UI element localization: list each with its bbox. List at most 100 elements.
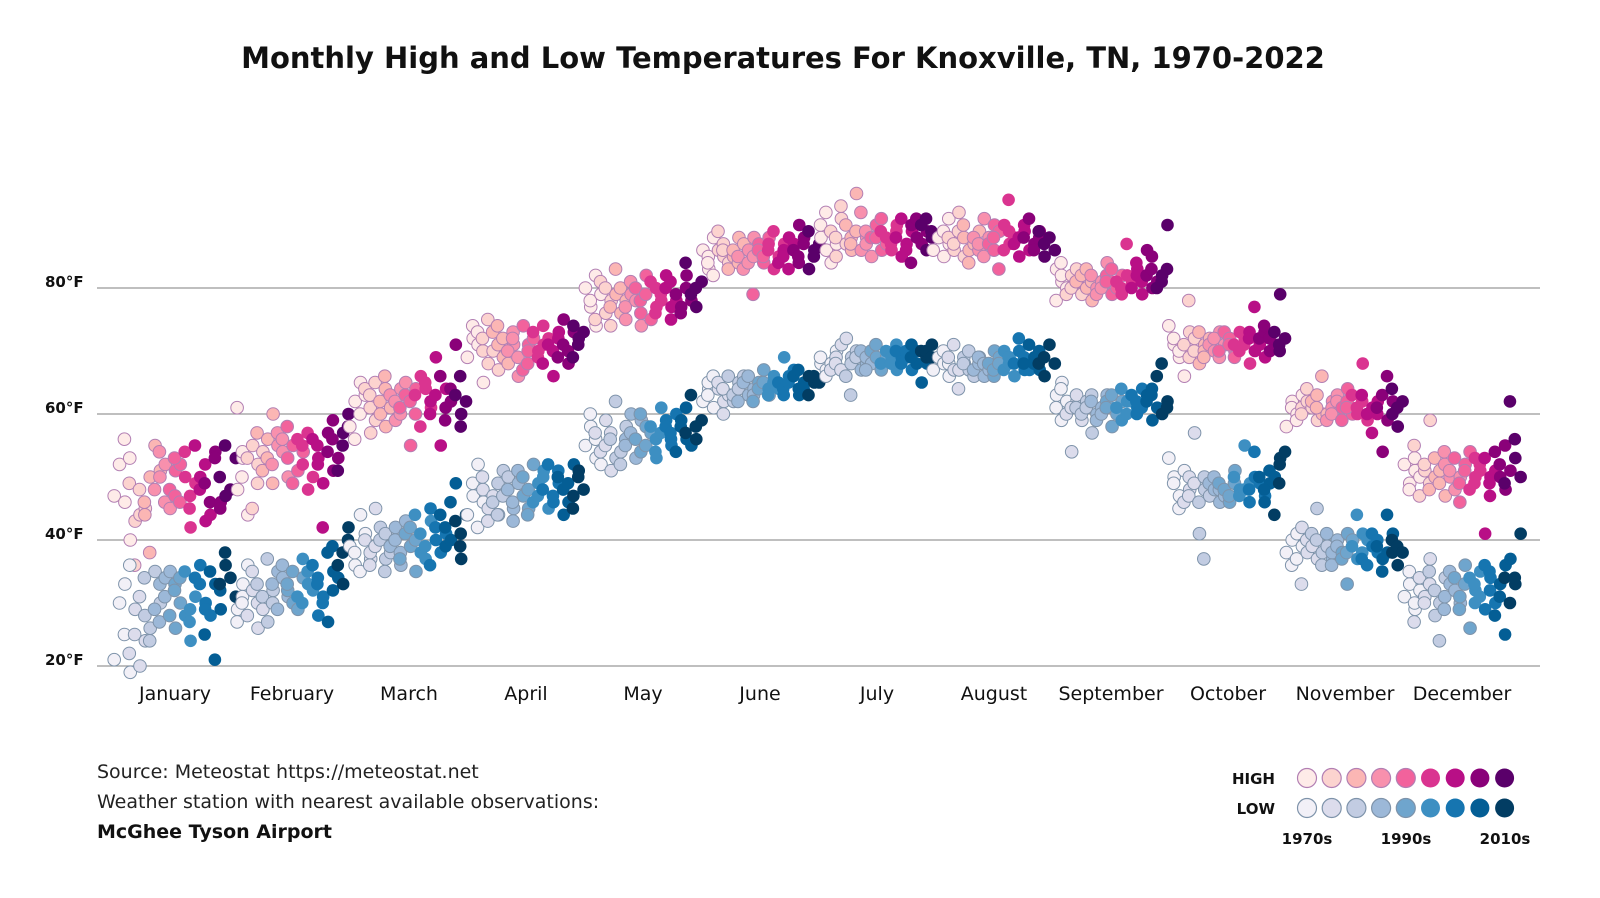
high-point: [1242, 332, 1256, 345]
low-point: [946, 337, 961, 352]
low-point: [628, 432, 643, 447]
high-point: [1508, 451, 1522, 465]
low-point: [1437, 602, 1452, 617]
low-point: [118, 577, 132, 591]
high-point: [235, 470, 249, 484]
high-point: [266, 407, 280, 421]
high-point: [664, 275, 677, 289]
high-point: [295, 439, 309, 452]
high-point: [1027, 243, 1041, 257]
high-point: [1022, 212, 1036, 225]
high-point: [926, 243, 941, 257]
high-point: [112, 457, 127, 472]
low-point: [214, 603, 228, 616]
low-point: [516, 470, 530, 484]
low-point: [208, 653, 222, 666]
low-point: [536, 470, 550, 484]
low-point: [689, 432, 703, 446]
low-point: [444, 533, 458, 547]
low-point: [1463, 621, 1477, 636]
low-point: [536, 483, 550, 496]
x-tick-label: December: [1413, 683, 1512, 705]
x-tick-label: September: [1058, 683, 1163, 705]
low-point: [454, 552, 468, 566]
low-point: [746, 394, 760, 409]
low-point: [260, 615, 275, 629]
low-point: [1370, 540, 1384, 553]
legend: HIGH LOW 1970s 1990s 2010s: [1232, 767, 1530, 848]
high-point: [583, 293, 598, 308]
low-point: [148, 564, 162, 579]
high-point: [638, 287, 653, 302]
low-point: [603, 432, 618, 447]
high-point: [316, 477, 330, 490]
high-point: [1294, 407, 1309, 421]
high-point: [1493, 458, 1507, 471]
high-point: [1468, 477, 1481, 490]
low-point: [1402, 564, 1417, 579]
high-point: [618, 312, 633, 327]
high-point: [792, 218, 806, 232]
high-point: [245, 501, 259, 516]
high-point: [408, 388, 422, 402]
high-point: [1212, 344, 1226, 358]
high-point: [977, 211, 992, 226]
high-point: [1310, 388, 1324, 402]
high-point: [132, 482, 147, 497]
high-point: [1514, 470, 1527, 484]
high-point: [1397, 457, 1412, 472]
low-point: [1252, 470, 1266, 484]
low-point: [1473, 590, 1487, 603]
low-point: [608, 394, 623, 409]
low-point: [122, 558, 137, 573]
high-point: [418, 376, 432, 389]
low-point: [184, 634, 197, 648]
high-point: [899, 243, 913, 257]
y-tick-label: 40°F: [45, 525, 84, 543]
high-point: [414, 420, 427, 433]
high-point: [679, 256, 692, 270]
low-point: [1166, 476, 1181, 491]
low-point: [526, 457, 541, 472]
data-points: [107, 186, 1527, 680]
high-point: [1048, 243, 1062, 257]
high-point: [122, 451, 137, 465]
low-point: [1360, 558, 1374, 572]
low-point: [1243, 495, 1256, 509]
high-point: [1391, 420, 1405, 433]
low-point: [1012, 332, 1026, 345]
low-point: [183, 615, 196, 629]
low-point: [265, 577, 279, 591]
high-point: [1452, 476, 1467, 491]
low-point: [915, 376, 928, 389]
high-point: [828, 230, 843, 245]
low-point: [684, 388, 698, 402]
low-point: [178, 565, 192, 578]
legend-low-swatch: [1445, 798, 1465, 818]
high-point: [342, 407, 355, 421]
low-point: [1452, 602, 1467, 617]
low-point: [219, 558, 232, 572]
low-point: [204, 609, 217, 622]
low-point: [147, 602, 162, 617]
high-point: [992, 262, 1006, 276]
high-point: [1177, 369, 1192, 384]
high-point: [1423, 413, 1437, 428]
low-point: [362, 558, 377, 573]
high-point: [260, 432, 275, 447]
high-point: [1145, 250, 1159, 263]
high-point: [526, 325, 540, 339]
low-point: [167, 583, 182, 598]
low-point: [567, 489, 580, 503]
low-point: [1294, 577, 1309, 591]
x-tick-label: January: [138, 683, 211, 705]
high-point: [167, 451, 182, 465]
high-point: [123, 533, 138, 547]
low-point: [1468, 577, 1481, 591]
legend-high-swatch: [1495, 768, 1515, 788]
high-point: [1192, 325, 1206, 339]
high-point: [1442, 463, 1457, 478]
legend-low-label: LOW: [1237, 800, 1276, 818]
low-point: [403, 520, 417, 535]
low-point: [1043, 338, 1056, 352]
